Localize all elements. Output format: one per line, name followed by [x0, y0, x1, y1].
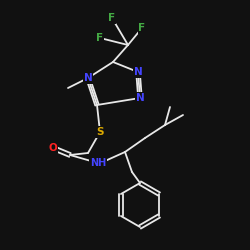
- Text: F: F: [96, 33, 103, 43]
- Text: F: F: [138, 23, 145, 33]
- Text: S: S: [96, 127, 104, 137]
- Text: N: N: [136, 93, 144, 103]
- Text: F: F: [108, 13, 116, 23]
- Text: N: N: [84, 73, 92, 83]
- Text: N: N: [134, 67, 142, 77]
- Text: NH: NH: [90, 158, 106, 168]
- Text: O: O: [48, 143, 58, 153]
